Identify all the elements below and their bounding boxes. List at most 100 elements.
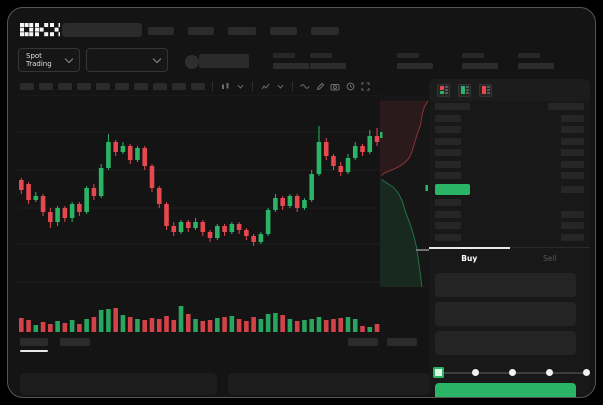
indicators-icon[interactable]: [260, 81, 270, 91]
timeframe-button[interactable]: [58, 82, 72, 90]
amount-placeholder: [561, 233, 584, 241]
draw-icon[interactable]: [315, 81, 325, 91]
interval-candles-icon[interactable]: [220, 81, 230, 91]
volume-bar: [98, 310, 104, 332]
line-style-icon[interactable]: [300, 81, 310, 91]
order-book-row-ask[interactable]: [435, 172, 584, 179]
tab-sell[interactable]: Sell: [510, 248, 591, 268]
tab-buy-label: Buy: [461, 253, 478, 263]
active-tab-underline: [20, 350, 48, 352]
slider-handle[interactable]: [433, 367, 444, 378]
okx-logo-icon: [20, 23, 60, 37]
candle-body: [280, 198, 285, 206]
timeframe-button[interactable]: [153, 82, 167, 90]
candle-body: [62, 208, 68, 218]
candle-body: [352, 146, 358, 158]
chart-option[interactable]: [348, 338, 378, 346]
timeframe-button[interactable]: [39, 82, 53, 90]
bottom-input-left[interactable]: [20, 373, 217, 395]
order-book-row-ask[interactable]: [435, 149, 584, 156]
price-placeholder: [435, 233, 461, 241]
chevron-down-icon: [64, 54, 74, 63]
amount-slider[interactable]: [433, 367, 590, 379]
pair-dropdown[interactable]: [86, 48, 168, 72]
book-bids-icon[interactable]: [458, 83, 471, 97]
okx-logo[interactable]: [20, 22, 60, 38]
price-placeholder: [435, 103, 470, 110]
amount-field[interactable]: [435, 302, 576, 326]
fullscreen-icon[interactable]: [360, 81, 370, 91]
order-book-row-ask[interactable]: [435, 126, 584, 133]
candle-body: [309, 174, 314, 200]
candle-body: [273, 198, 278, 210]
order-book-row-header[interactable]: [435, 103, 584, 110]
chart-tab[interactable]: [20, 338, 48, 346]
search-input[interactable]: [62, 23, 142, 37]
volume-bar: [265, 314, 271, 332]
ticker-stat: [273, 53, 309, 69]
candle-body: [135, 148, 140, 160]
order-book-row-bid[interactable]: [435, 222, 584, 229]
depth-asks-line: [381, 100, 429, 176]
book-both-icon[interactable]: [437, 83, 450, 97]
volume-bar: [55, 321, 60, 332]
order-book-row-ask[interactable]: [435, 137, 584, 145]
tab-buy[interactable]: Buy: [429, 247, 510, 268]
timeframe-button[interactable]: [191, 82, 205, 90]
timeframe-button[interactable]: [96, 82, 110, 90]
order-book-row-bid[interactable]: [435, 199, 584, 206]
candle-body: [33, 196, 39, 200]
total-field[interactable]: [435, 331, 576, 355]
nav-item[interactable]: [311, 27, 339, 35]
amount-placeholder: [561, 114, 584, 122]
candle-body: [149, 166, 155, 188]
timeframe-button[interactable]: [115, 82, 129, 90]
candle-body: [142, 148, 148, 166]
order-book: [435, 103, 584, 241]
buy-submit-button[interactable]: [435, 383, 576, 397]
nav-item[interactable]: [228, 27, 256, 35]
price-chart[interactable]: [18, 94, 432, 338]
stat-value-placeholder: [273, 63, 309, 69]
volume-bar: [164, 316, 169, 332]
volume-bar: [69, 320, 75, 332]
chart-tab[interactable]: [60, 338, 90, 346]
nav-item[interactable]: [188, 27, 214, 35]
order-book-last-price-row[interactable]: [435, 183, 584, 195]
order-book-row-ask[interactable]: [435, 114, 584, 122]
market-type-dropdown[interactable]: Spot Trading: [18, 48, 80, 72]
candle-body: [113, 142, 118, 152]
price-placeholder: [435, 222, 461, 229]
amount-placeholder: [561, 210, 584, 218]
history-icon[interactable]: [345, 81, 355, 91]
nav-item[interactable]: [270, 27, 297, 35]
stat-value-placeholder: [462, 63, 498, 69]
slider-stop[interactable]: [509, 369, 516, 376]
timeframe-button[interactable]: [134, 82, 148, 90]
chevron-down-icon[interactable]: [275, 81, 285, 91]
timeframe-button[interactable]: [20, 82, 34, 90]
last-price-placeholder: [199, 54, 249, 68]
stat-label-placeholder: [397, 53, 419, 58]
slider-stop[interactable]: [545, 369, 553, 376]
slider-stop[interactable]: [582, 369, 590, 376]
order-book-row-bid[interactable]: [435, 210, 584, 218]
bottom-input-right[interactable]: [228, 373, 430, 395]
order-book-row-bid[interactable]: [435, 233, 584, 241]
amount-placeholder: [561, 185, 584, 193]
chart-option[interactable]: [387, 338, 417, 346]
timeframe-button[interactable]: [77, 82, 91, 90]
order-book-row-ask[interactable]: [435, 160, 584, 168]
nav-item[interactable]: [148, 27, 174, 35]
volume-bar: [185, 314, 191, 332]
ticker-stat: [462, 53, 498, 69]
chevron-down-icon[interactable]: [235, 81, 245, 91]
volume-bar: [40, 322, 46, 332]
price-field[interactable]: [435, 273, 576, 297]
depth-marker: [380, 132, 383, 138]
book-asks-icon[interactable]: [479, 83, 492, 97]
price-chart-svg: [18, 94, 430, 332]
timeframe-button[interactable]: [172, 82, 186, 90]
camera-icon[interactable]: [330, 81, 340, 91]
slider-stop[interactable]: [472, 369, 480, 376]
